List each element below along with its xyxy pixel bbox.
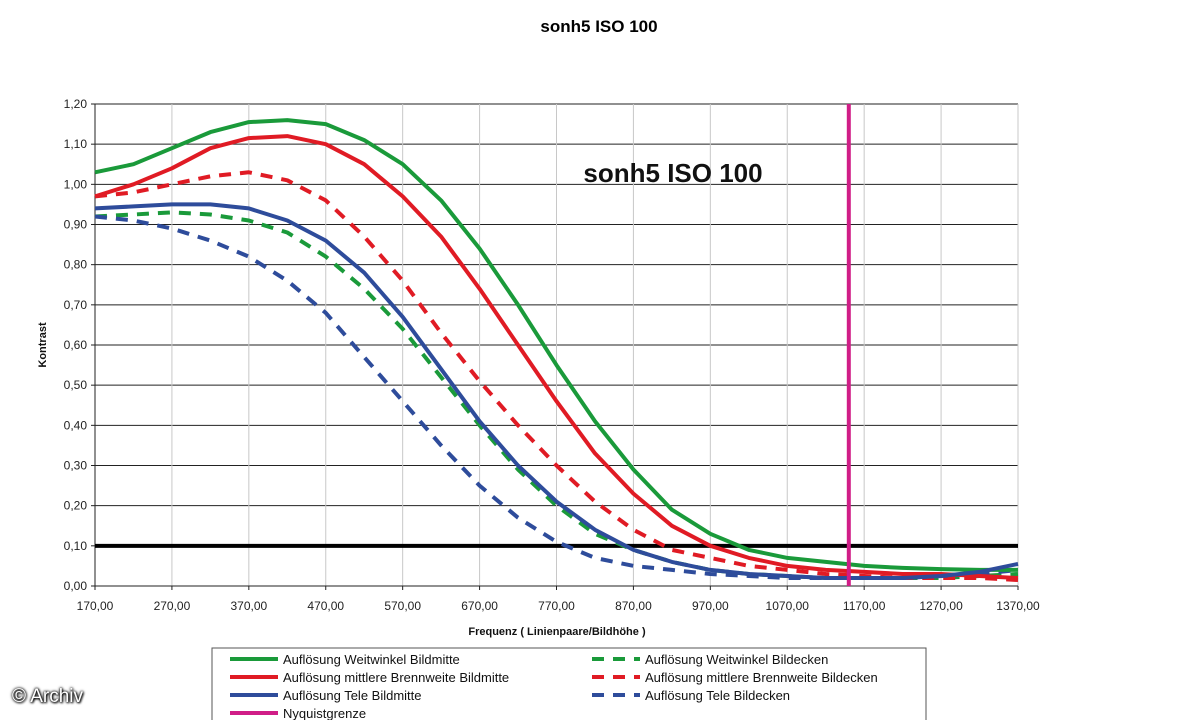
series-line-2 <box>94 202 1019 580</box>
x-tick-label: 570,00 <box>384 599 421 613</box>
legend-label-3: Nyquistgrenze <box>283 706 366 720</box>
y-tick-label: 0,70 <box>64 298 88 312</box>
y-tick-label: 0,10 <box>64 539 88 553</box>
chart-title: sonh5 ISO 100 <box>540 17 657 36</box>
x-tick-label: 170,00 <box>77 599 114 613</box>
x-tick-label: 770,00 <box>538 599 575 613</box>
chart-legend: Auflösung Weitwinkel Bildmitte Auflösung … <box>211 647 927 720</box>
x-tick-label: 970,00 <box>692 599 729 613</box>
y-tick-label: 0,80 <box>64 258 88 272</box>
y-tick-label: 1,20 <box>64 97 88 111</box>
legend-label-2: Auflösung Tele Bildmitte <box>283 688 422 703</box>
x-tick-label: 1170,00 <box>843 599 886 613</box>
y-tick-label: 1,00 <box>64 177 88 191</box>
x-tick-label: 670,00 <box>461 599 498 613</box>
legend-box <box>211 647 927 720</box>
y-tick-label: 0,60 <box>64 338 88 352</box>
x-tick-label: 470,00 <box>307 599 344 613</box>
x-tick-label: 870,00 <box>615 599 652 613</box>
y-tick-label: 0,00 <box>64 579 88 593</box>
y-tick-label: 0,30 <box>64 459 88 473</box>
x-tick-label: 1070,00 <box>766 599 810 613</box>
y-tick-label: 0,40 <box>64 418 88 432</box>
x-tick-label: 1270,00 <box>919 599 963 613</box>
legend-label-4: Auflösung Weitwinkel Bildecken <box>645 652 828 667</box>
series-line-1 <box>94 134 1019 580</box>
series-line-0 <box>94 118 1018 572</box>
y-tick-label: 0,20 <box>64 499 88 513</box>
legend-label-1: Auflösung mittlere Brennweite Bildmitte <box>283 670 509 685</box>
legend-label-6: Auflösung Tele Bildecken <box>645 688 790 703</box>
x-axis-label: Frequenz ( Linienpaare/Bildhöhe ) <box>468 626 646 638</box>
legend-label-0: Auflösung Weitwinkel Bildmitte <box>283 652 460 667</box>
y-tick-label: 0,90 <box>64 218 88 232</box>
x-tick-label: 1370,00 <box>996 599 1040 613</box>
plot-area: 0,00 0,10 0,20 0,30 0,40 0,50 0,60 0,70 0,80 0,90… <box>64 97 1040 613</box>
copyright-watermark: © Archiv <box>12 686 84 707</box>
x-tick-label: 270,00 <box>154 599 191 613</box>
y-tick-label: 0,50 <box>64 378 88 392</box>
x-tick-label: 370,00 <box>230 599 267 613</box>
y-tick-label: 1,10 <box>64 137 88 151</box>
plot-inner-title: sonh5 ISO 100 <box>583 158 762 188</box>
y-axis-label: Kontrast <box>37 322 49 368</box>
legend-label-5: Auflösung mittlere Brennweite Bildecken <box>645 670 878 685</box>
